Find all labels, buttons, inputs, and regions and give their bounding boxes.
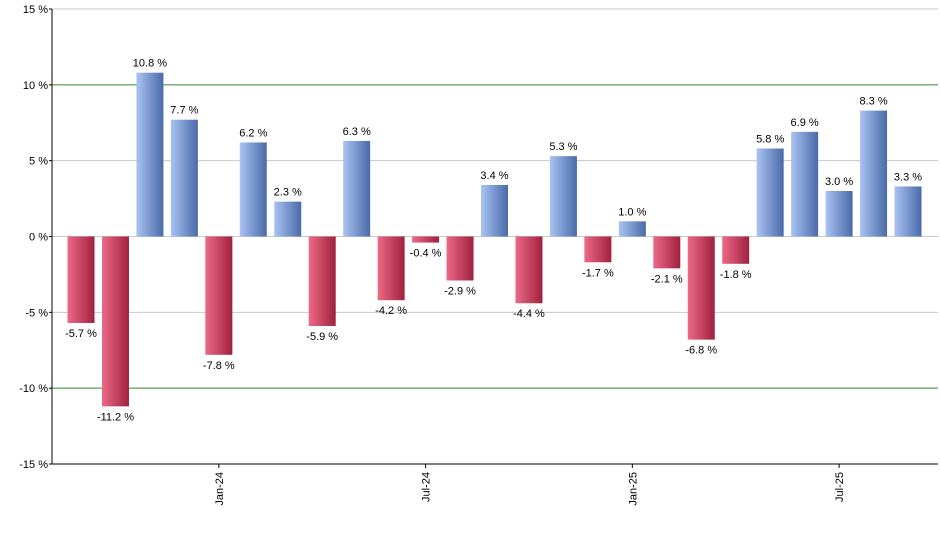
x-axis-tick-labels: Jan-24 Jul-24 Jan-25 Jul-25 [214,472,846,506]
x-tick-label: Jan-25 [627,472,639,506]
x-tick-label: Jan-24 [214,472,226,506]
bar [136,72,164,237]
data-label: -5.7 % [65,328,97,340]
data-labels: -5.7 % -11.2 % 10.8 % 7.7 % -7.8 % 6.2 % 2.3 %… [65,58,922,424]
data-label: 5.3 % [549,141,577,153]
bar [687,236,715,340]
data-label: 2.3 % [274,187,302,199]
y-tick-label: -10 % [19,383,48,395]
bar [67,236,95,323]
data-label: -4.4 % [513,308,545,320]
bar [722,236,750,264]
bar [860,110,888,237]
data-label: 1.0 % [618,206,646,218]
bar [825,191,853,237]
bar [446,236,474,281]
bar [584,236,612,263]
bar [791,131,819,237]
y-tick-label: -5 % [25,307,48,319]
bar [101,236,129,407]
bar [343,140,371,237]
bar [481,184,508,237]
data-label: 5.8 % [756,134,784,146]
data-label: 3.3 % [894,171,922,183]
y-tick-label: 0 % [29,232,48,244]
data-label: 8.3 % [859,96,887,108]
bar [618,221,646,237]
x-tick-label: Jul-25 [834,472,846,502]
axes [49,8,938,468]
data-label: 3.0 % [825,176,853,188]
bar [756,148,784,237]
data-label: 6.2 % [239,127,267,139]
bar [653,236,681,269]
y-tick-label: 15 % [23,4,48,16]
data-label: -0.4 % [410,248,442,260]
data-label: -1.8 % [720,269,752,281]
gridlines [52,8,938,389]
data-label: -2.9 % [444,285,476,297]
data-label: 10.8 % [133,58,167,70]
bar [412,236,440,243]
y-axis-tick-labels: 15 % 10 % 5 % 0 % -5 % -10 % -15 % [19,4,48,471]
bar [274,201,302,237]
bar [239,142,267,237]
data-label: -1.7 % [582,267,614,279]
y-tick-label: 5 % [29,156,48,168]
bar [308,236,336,326]
x-tick-label: Jul-24 [421,472,433,502]
data-label: -2.1 % [651,273,683,285]
bar [515,236,543,304]
y-tick-label: -15 % [19,459,48,471]
data-label: 7.7 % [170,105,198,117]
data-label: 6.9 % [791,117,819,129]
data-label: -7.8 % [203,360,235,372]
data-label: -4.2 % [375,305,407,317]
bar [205,236,233,355]
data-label: 3.4 % [480,170,508,182]
bar [894,186,922,237]
data-label: -11.2 % [97,411,134,423]
bar [549,156,577,237]
bars [67,72,922,407]
data-label: -5.9 % [306,331,338,343]
bar [377,236,405,301]
data-label: -6.8 % [685,345,717,357]
y-tick-label: 10 % [23,80,48,92]
data-label: 6.3 % [343,126,371,138]
bar [170,119,198,237]
